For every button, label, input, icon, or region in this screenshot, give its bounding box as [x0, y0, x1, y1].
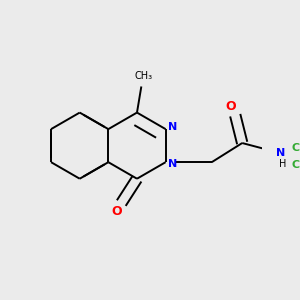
Text: CH₃: CH₃ [135, 71, 153, 81]
Text: O: O [226, 100, 236, 113]
Text: N: N [168, 159, 177, 169]
Text: N: N [276, 148, 285, 158]
Text: Cl: Cl [292, 160, 300, 170]
Text: H: H [278, 159, 286, 169]
Text: O: O [112, 205, 122, 218]
Text: Cl: Cl [292, 143, 300, 153]
Text: N: N [168, 122, 177, 132]
